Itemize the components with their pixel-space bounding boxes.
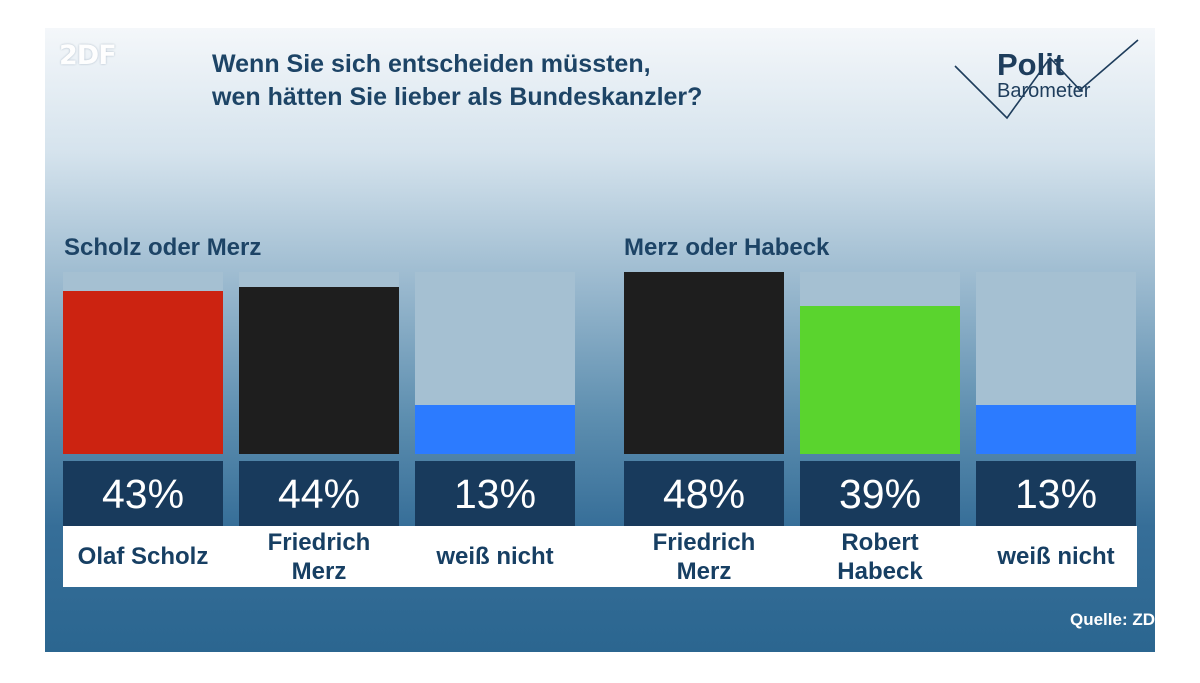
candidate-label-unknown-1: weiß nicht bbox=[436, 543, 554, 570]
value-label-merz-2: 48% bbox=[624, 461, 784, 527]
candidate-label-unknown-2: weiß nicht bbox=[997, 543, 1115, 570]
logo-barometer-text: Barometer bbox=[997, 80, 1091, 102]
source-note: Quelle: ZD bbox=[1069, 610, 1155, 629]
bar-track-scholz bbox=[63, 272, 223, 454]
bar-track-merz-2 bbox=[624, 272, 784, 454]
bar-merz-2 bbox=[624, 272, 784, 454]
bar-scholz bbox=[63, 291, 223, 454]
value-label-unknown-1: 13% bbox=[415, 461, 575, 527]
value-label-unknown-2: 13% bbox=[976, 461, 1136, 527]
value-label-merz-1: 44% bbox=[239, 461, 399, 527]
bar-merz-1 bbox=[239, 287, 399, 454]
bar-track-merz-1 bbox=[239, 272, 399, 454]
bar-unknown-2 bbox=[976, 405, 1136, 454]
title-line-1: Wenn Sie sich entscheiden müssten, bbox=[212, 50, 651, 78]
politbarometer-zigzag-icon bbox=[954, 39, 1139, 120]
candidate-label-merz-2: Friedrich Merz bbox=[652, 528, 756, 585]
bar-track-unknown-1 bbox=[415, 272, 575, 454]
group-title-merz-habeck: Merz oder Habeck bbox=[624, 234, 830, 261]
zdf-logo: 2DF bbox=[59, 40, 117, 71]
chart-panel: 2DF Wenn Sie sich entscheiden müssten, w… bbox=[45, 28, 1155, 652]
value-label-scholz: 43% bbox=[63, 461, 223, 527]
bar-track-unknown-2 bbox=[976, 272, 1136, 454]
logo-polit-text: Polit bbox=[997, 47, 1065, 82]
bar-habeck bbox=[800, 306, 960, 454]
politbarometer-logo: Polit Barometer bbox=[952, 36, 1147, 126]
bar-track-habeck bbox=[800, 272, 960, 454]
bar-unknown-1 bbox=[415, 405, 575, 454]
candidate-label-merz-1: Friedrich Merz bbox=[267, 528, 371, 585]
candidate-label-habeck: Robert Habeck bbox=[837, 528, 923, 585]
title-line-2: wen hätten Sie lieber als Bundeskanzler? bbox=[212, 83, 703, 111]
chart-title: Wenn Sie sich entscheiden müssten, wen h… bbox=[212, 48, 702, 114]
group-title-scholz-merz: Scholz oder Merz bbox=[64, 234, 262, 261]
candidate-labels-strip: Olaf Scholz Friedrich Merz weiß nicht Fr… bbox=[63, 526, 1137, 587]
value-label-habeck: 39% bbox=[800, 461, 960, 527]
candidate-label-scholz: Olaf Scholz bbox=[77, 543, 209, 570]
